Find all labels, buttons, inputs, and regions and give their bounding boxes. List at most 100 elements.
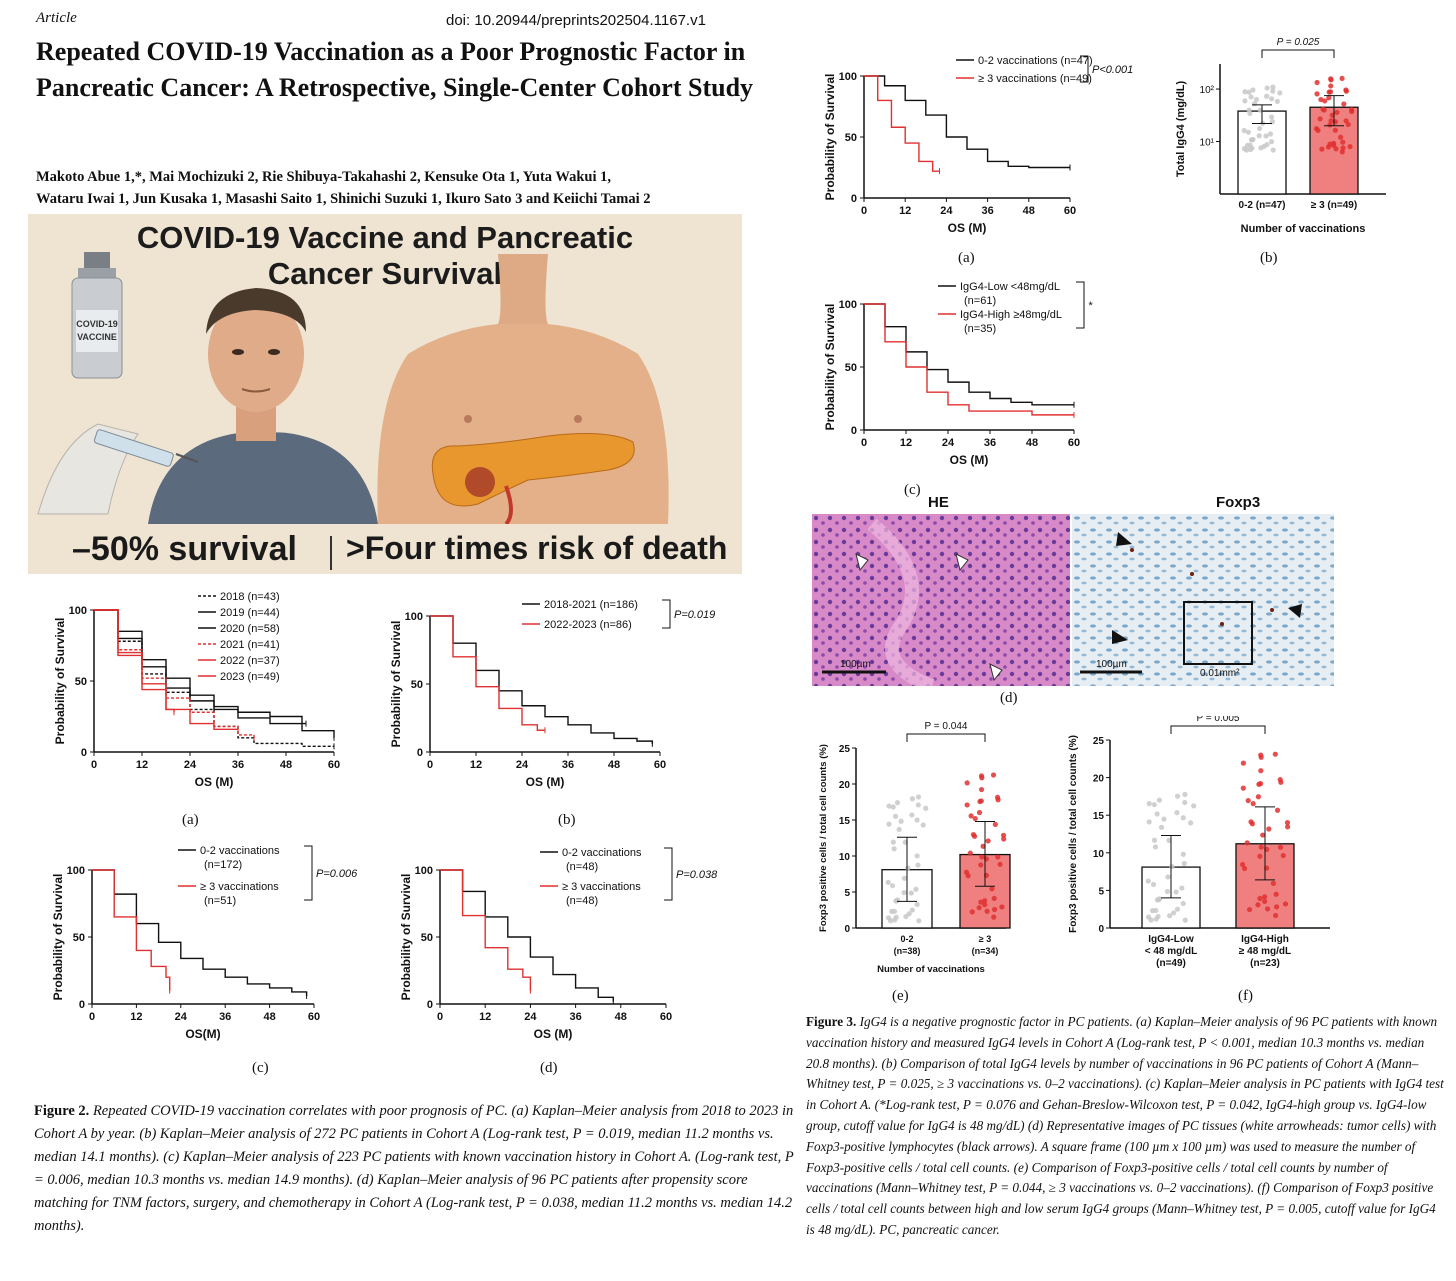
data-point (901, 890, 907, 896)
data-point (1161, 816, 1167, 822)
x-tick-label: 60 (328, 759, 340, 771)
y-tick-label: 100 (67, 865, 85, 877)
p-value-label: P = 0.005 (1197, 716, 1240, 724)
foxp3-arrow-icon (1112, 630, 1128, 644)
data-point (1280, 852, 1286, 859)
data-point (1269, 119, 1276, 125)
km-curve-1 (430, 615, 545, 731)
data-point (1180, 851, 1186, 857)
fig2-label-b: (b) (558, 812, 576, 828)
data-point (1269, 114, 1275, 120)
y-tick-label: 15 (839, 816, 851, 827)
data-point (886, 803, 892, 809)
legend-label: ≥ 3 vaccinations (200, 881, 279, 893)
data-point (915, 794, 922, 800)
data-point (1165, 874, 1171, 880)
km-curve-0 (92, 869, 308, 996)
y-tick-label: 20 (1093, 774, 1105, 785)
y-axis-label: Probability of Survival (53, 618, 67, 745)
y-tick-label: 0 (79, 999, 85, 1011)
data-point (1148, 917, 1154, 923)
y-tick-label: 50 (411, 679, 423, 691)
y-axis-label: Probability of Survival (389, 621, 403, 748)
x-axis-label: OS (M) (534, 1027, 573, 1041)
data-point (923, 805, 929, 811)
data-point (889, 883, 896, 889)
x-tick-label: 0 (91, 759, 97, 771)
p-value-label: P = 0.025 (1277, 37, 1320, 48)
data-point (914, 901, 920, 908)
legend-label: (n=172) (204, 859, 242, 871)
author-line-1: Makoto Abue 1,*, Mai Mochizuki 2, Rie Sh… (36, 169, 612, 185)
fig2-label-a: (a) (182, 812, 199, 828)
data-point (1332, 127, 1338, 133)
data-point (991, 906, 998, 913)
data-point (909, 796, 915, 802)
data-point (1267, 131, 1274, 137)
data-point (1154, 811, 1160, 817)
data-point (1244, 840, 1250, 846)
figure2-caption-body: Repeated COVID-19 vaccination correlates… (34, 1103, 794, 1234)
x-tick-label: 48 (280, 759, 292, 771)
x-tick-label: 48 (263, 1011, 275, 1023)
data-point (1240, 785, 1246, 791)
data-point (1348, 106, 1355, 113)
data-point (1260, 832, 1266, 838)
data-point (1164, 888, 1171, 895)
data-point (898, 818, 904, 824)
y-tick-label: 10² (1200, 85, 1215, 96)
data-point (1250, 87, 1256, 93)
p-value-label: P<0.001 (1092, 64, 1133, 76)
x-tick-label: 12 (899, 205, 911, 217)
data-point (1270, 880, 1276, 886)
y-tick-label: 0 (417, 747, 423, 759)
data-point (997, 861, 1003, 867)
fig3f-chart: 0 5 10 15 20 25 Foxp3 positive cells / total c… (1068, 716, 1330, 969)
survival-stat: –50% survival (72, 530, 297, 568)
risk-stat: >Four times risk of death (346, 530, 728, 566)
data-point (1151, 837, 1158, 843)
p-value-label: P=0.006 (316, 868, 358, 880)
author-list: Makoto Abue 1,*, Mai Mochizuki 2, Rie Sh… (36, 166, 796, 210)
data-point (1340, 139, 1346, 145)
legend-label: IgG4-Low <48mg/dL (960, 281, 1060, 293)
data-point (1273, 891, 1279, 897)
data-point (1347, 143, 1353, 150)
fig3-label-d: (d) (1000, 690, 1018, 706)
data-point (1268, 96, 1275, 102)
legend-label: (n=48) (566, 895, 598, 907)
y-tick-label: 50 (75, 676, 87, 688)
data-point (999, 904, 1005, 910)
data-point (1326, 89, 1332, 95)
data-point (1146, 801, 1152, 807)
data-point (1274, 807, 1281, 813)
legend-label: (n=48) (566, 861, 598, 873)
x-tick-label: 60 (1064, 205, 1076, 217)
data-point (1182, 917, 1188, 923)
x-axis-label: Number of vaccinations (1241, 223, 1366, 235)
data-point (1255, 902, 1261, 908)
fig2b-chart: 0 12 24 36 48 60 0 50 100 OS (M) Probability of Su… (389, 599, 715, 789)
x-axis-label: OS (M) (195, 775, 234, 789)
data-point (1248, 94, 1254, 100)
figure3-caption-lead: Figure 3. (806, 1014, 857, 1029)
data-point (967, 850, 973, 856)
legend-label: (n=35) (964, 323, 996, 335)
data-point (1263, 133, 1269, 139)
x-tick-label: 24 (516, 759, 529, 771)
data-point (1174, 906, 1181, 912)
micro-he-title: HE (928, 494, 949, 511)
x-axis-label: OS (M) (948, 221, 987, 235)
y-tick-label: 5 (844, 888, 850, 899)
vial-label-1: COVID-19 (76, 319, 118, 329)
fig3-label-c: (c) (904, 482, 921, 498)
data-point (1180, 815, 1186, 821)
vial-label-2: VACCINE (77, 332, 117, 342)
data-point (1331, 142, 1337, 149)
data-point (915, 802, 921, 808)
doi[interactable]: doi: 10.20944/preprints202504.1167.v1 (446, 12, 706, 29)
x-tick-label: 48 (615, 1011, 627, 1023)
significance-bracket (662, 599, 671, 629)
data-point (1325, 144, 1332, 150)
banner-title-line-1: COVID-19 Vaccine and Pancreatic (136, 220, 634, 255)
